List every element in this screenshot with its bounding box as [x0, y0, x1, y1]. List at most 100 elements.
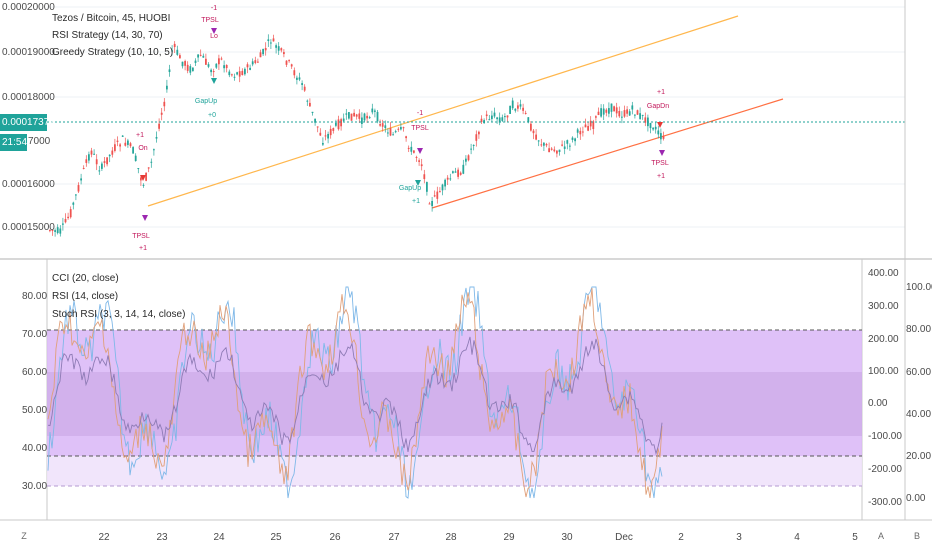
stoch-tick-label: 80.00 — [906, 324, 931, 335]
legend-rsi-strategy[interactable]: RSI Strategy (14, 30, 70) — [52, 30, 163, 41]
candle-body — [75, 194, 77, 196]
candle-body — [142, 184, 145, 186]
candle-body — [303, 86, 306, 91]
candle-body — [189, 66, 192, 73]
candle-body — [202, 55, 205, 58]
stoch-tick-label: 0.00 — [906, 493, 926, 504]
candle-body — [420, 164, 423, 167]
candle-body — [509, 105, 511, 114]
candle-body — [311, 111, 314, 113]
candle-body — [283, 52, 285, 55]
candle-body — [82, 167, 85, 169]
candle-body — [345, 113, 348, 115]
signal-label: GapUp — [195, 98, 217, 105]
candle-body — [465, 158, 467, 162]
candle-body — [236, 72, 238, 75]
candle-body — [537, 140, 540, 142]
time-tick-label: Dec — [615, 532, 633, 543]
legend-rsi[interactable]: RSI (14, close) — [52, 291, 118, 302]
candle-body — [543, 142, 545, 146]
signal-label: -1 — [417, 110, 423, 117]
legend-greedy-strategy[interactable]: Greedy Strategy (10, 10, 5) — [52, 47, 173, 58]
candle-body — [262, 48, 264, 55]
price-tick-label: 0.00015000 — [2, 222, 55, 233]
candle-body — [524, 112, 527, 114]
candle-body — [166, 85, 168, 90]
time-tick-label: 28 — [445, 532, 457, 543]
candle-body — [353, 112, 355, 117]
candle-body — [335, 122, 337, 126]
candle-body — [207, 64, 210, 67]
trend-line-lower[interactable] — [431, 98, 784, 209]
signal-label: +1 — [412, 198, 420, 205]
signal-arrow — [140, 175, 146, 181]
candle-body — [439, 191, 441, 193]
indicator-legend: CCI (20, close) RSI (14, close) Stoch RS… — [52, 273, 185, 320]
candle-body — [444, 179, 446, 187]
candle-body — [147, 167, 150, 169]
candle-body — [301, 83, 303, 85]
price-axis[interactable]: 0.00020000 0.00019000 0.00018000 0.00016000… — [2, 2, 55, 233]
candle-body — [652, 127, 654, 130]
price-pane[interactable] — [47, 0, 862, 258]
candle-body — [80, 178, 82, 181]
candle-body — [371, 108, 374, 113]
candle-body — [389, 128, 392, 136]
stoch-tick-label: 100.00 — [906, 282, 932, 293]
candle-body — [571, 137, 574, 140]
candle-body — [576, 129, 579, 133]
candle-body — [491, 115, 493, 120]
price-tick-label: 0.00019000 — [2, 47, 55, 58]
trend-line-upper[interactable] — [147, 15, 739, 207]
candle-body — [173, 43, 176, 48]
zoom-toggle[interactable]: Z — [21, 531, 27, 541]
candle-body — [111, 150, 114, 155]
candle-body — [582, 131, 584, 133]
candle-body — [140, 177, 142, 181]
indicator-axes[interactable]: 80.00 70.00 60.00 50.00 40.00 30.00 400.00 300.… — [22, 268, 932, 508]
candle-body — [504, 116, 506, 118]
candle-body — [259, 52, 262, 58]
candle-body — [186, 64, 189, 71]
rsi-tick-label: 70.00 — [22, 329, 47, 340]
candle-body — [400, 127, 402, 130]
candle-body — [558, 149, 561, 152]
candle-body — [493, 112, 496, 117]
candle-body — [121, 135, 124, 137]
candle-body — [49, 230, 51, 232]
candle-body — [634, 114, 636, 116]
candle-body — [662, 136, 665, 139]
legend-cci[interactable]: CCI (20, close) — [52, 273, 119, 284]
candle-body — [342, 118, 345, 121]
candle-body — [290, 64, 293, 67]
candle-body — [67, 216, 69, 219]
legend-symbol: Tezos / Bitcoin, 45, HUOBI — [52, 13, 170, 24]
candle-body — [363, 113, 366, 121]
candle-body — [480, 118, 483, 122]
time-tick-label: 5 — [852, 532, 858, 543]
candle-body — [418, 160, 420, 162]
candle-body — [246, 64, 249, 68]
cci-tick-label: 200.00 — [868, 334, 899, 345]
candle-body — [62, 223, 64, 225]
candle-body — [545, 144, 548, 146]
candle-body — [569, 145, 571, 147]
candle-body — [433, 195, 436, 197]
candle-body — [462, 164, 465, 174]
candle-body — [181, 61, 184, 67]
auto-scale-toggle[interactable]: A — [877, 531, 884, 541]
scale-toggle[interactable]: B — [913, 531, 920, 541]
candle-body — [348, 112, 350, 119]
candle-body — [132, 147, 134, 154]
candle-body — [506, 115, 509, 118]
candle-body — [176, 49, 179, 55]
candle-body — [119, 144, 121, 147]
candle-body — [527, 117, 530, 122]
candle-body — [254, 60, 257, 63]
time-axis[interactable]: 22 23 24 25 26 27 28 29 30 Dec 2 3 4 5 — [98, 532, 858, 543]
legend-stoch-rsi[interactable]: Stoch RSI (3, 3, 14, 14, close) — [52, 309, 185, 320]
candle-body — [660, 133, 662, 140]
candle-body — [95, 159, 98, 165]
candle-body — [654, 126, 657, 130]
